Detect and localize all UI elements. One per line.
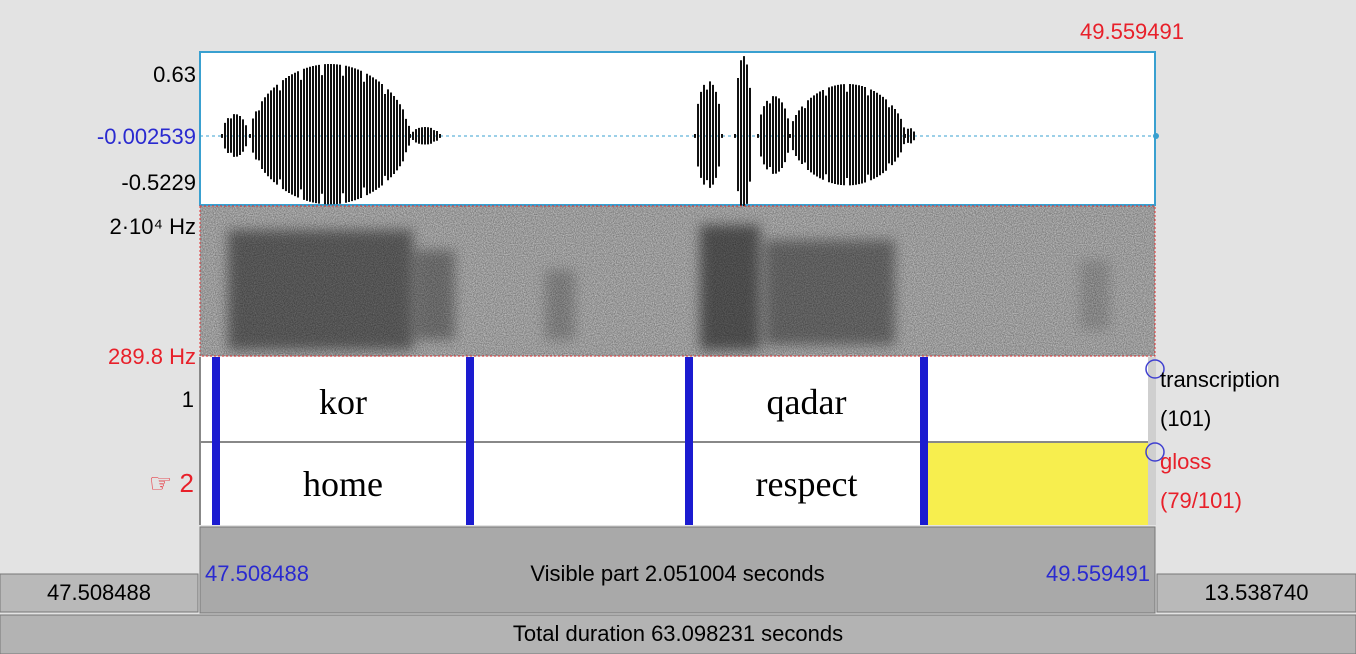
spectrogram-noise [200,206,1155,356]
selected-interval [928,443,1148,525]
visible-end: 49.559491 [900,561,1150,587]
praat-editor: 49.559491 0.63 -0.002539 -0.5229 2·10⁴ H… [0,0,1356,654]
tier-edge [1148,357,1156,525]
tier-number: ☞ 2 [0,470,194,496]
total-duration: Total duration 63.098231 seconds [0,621,1356,647]
interval-text: home [220,464,466,504]
interval-text: respect [693,464,920,504]
right-time: 13.538740 [1157,580,1356,606]
cursor-dot [1153,133,1159,139]
tier-name: transcription [1160,367,1280,393]
interval-text: kor [220,382,466,422]
interval-text: qadar [693,382,920,422]
left-time: 47.508488 [0,580,198,606]
tier-number: 1 [0,387,194,413]
tier-count: (101) [1160,406,1211,432]
tier-name: gloss [1160,449,1211,475]
signal-view [0,0,1356,654]
tier-count: (79/101) [1160,488,1242,514]
